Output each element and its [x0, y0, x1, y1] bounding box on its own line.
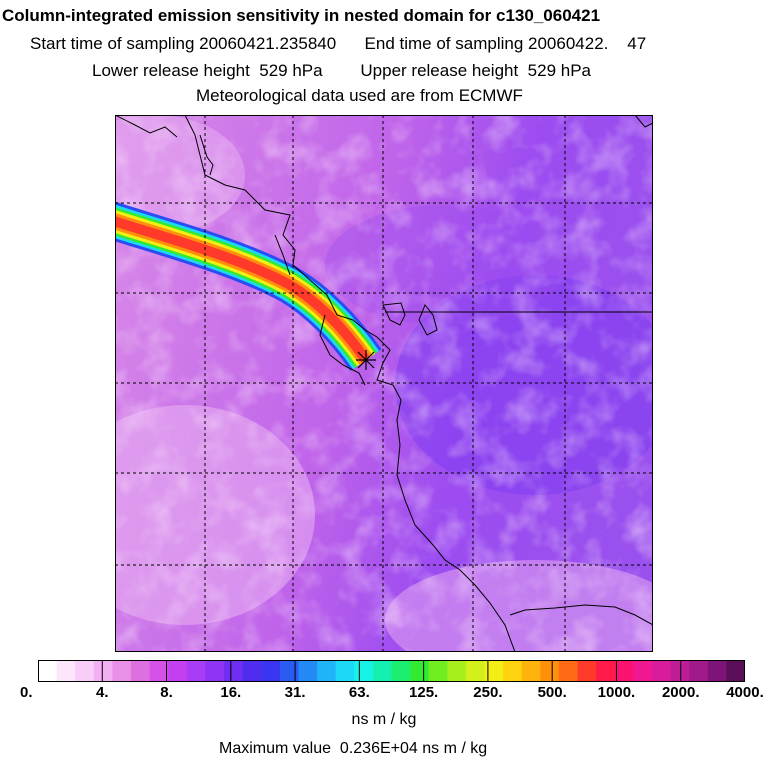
plot-title: Column-integrated emission sensitivity i… — [2, 6, 601, 25]
map-frame — [115, 115, 653, 652]
coastline — [115, 115, 178, 138]
colorbar-cell — [521, 660, 541, 682]
meteorological-data-line: Meteorological data used are from ECMWF — [196, 86, 523, 105]
colorbar-cell — [261, 660, 281, 682]
colorbar-units: ns m / kg — [351, 711, 417, 728]
colorbar-cell — [75, 660, 95, 682]
coastline — [418, 304, 438, 336]
colorbar-cell — [186, 660, 207, 682]
maximum-value-label: Maximum value 0.236E+04 ns m / kg — [219, 740, 488, 757]
colorbar-tick-label: 250. — [473, 684, 503, 701]
state-border — [509, 604, 653, 626]
colorbar-cell — [651, 660, 672, 682]
colorbar-cell — [354, 660, 374, 682]
colorbar-cell — [56, 660, 76, 682]
colorbar-cell — [633, 660, 653, 682]
colorbar-cell — [279, 660, 300, 682]
receptor-marker — [356, 350, 376, 370]
colorbar-cell — [38, 660, 58, 682]
colorbar-cell — [540, 660, 560, 682]
colorbar-tick-label: 1000. — [597, 684, 636, 701]
colorbar-tick-label: 500. — [537, 684, 567, 701]
colorbar-cell — [372, 660, 393, 682]
colorbar-cell — [131, 660, 151, 682]
colorbar-cell — [205, 660, 225, 682]
emission-plume — [115, 201, 382, 372]
colorbar-cell — [614, 660, 634, 682]
colorbar-tick-label: 16. — [220, 684, 242, 701]
colorbar-cell — [503, 660, 523, 682]
colorbar-cell — [726, 660, 745, 682]
colorbar-cell — [93, 660, 114, 682]
colorbar-cell — [410, 660, 430, 682]
colorbar-tick-label: 4. — [96, 684, 109, 701]
colorbar-cell — [391, 660, 411, 682]
colorbar-tick-label: 2000. — [661, 684, 700, 701]
coastline — [382, 302, 406, 326]
colorbar-cell — [428, 660, 448, 682]
colorbar-tick-label: 4000. — [726, 684, 764, 701]
colorbar — [38, 660, 745, 682]
colorbar-cell — [689, 660, 709, 682]
colorbar-tick-label: 8. — [160, 684, 173, 701]
colorbar-cell — [149, 660, 169, 682]
colorbar-cell — [577, 660, 597, 682]
colorbar-cell — [558, 660, 579, 682]
colorbar-cell — [242, 660, 262, 682]
colorbar-cell — [317, 660, 337, 682]
sampling-time-line: Start time of sampling 20060421.235840 E… — [30, 34, 647, 53]
colorbar-cell — [707, 660, 727, 682]
colorbar-cell — [465, 660, 486, 682]
colorbar-cell — [168, 660, 188, 682]
colorbar-tick-label: 0. — [20, 684, 33, 701]
plume-contour-band — [115, 216, 371, 363]
sensitivity-map — [115, 115, 653, 652]
colorbar-cell — [484, 660, 504, 682]
colorbar-cell — [335, 660, 355, 682]
colorbar-cell — [112, 660, 132, 682]
colorbar-cell — [447, 660, 467, 682]
colorbar-cell — [224, 660, 244, 682]
coastline — [199, 134, 366, 386]
colorbar-tick-label: 31. — [284, 684, 306, 701]
colorbar-cell — [596, 660, 616, 682]
colorbar-cell — [670, 660, 690, 682]
colorbar-tick-label: 125. — [409, 684, 439, 701]
colorbar-tick-label: 63. — [348, 684, 370, 701]
coastline — [634, 115, 653, 128]
coastline — [184, 115, 516, 652]
colorbar-cell — [298, 660, 318, 682]
release-height-line: Lower release height 529 hPa Upper relea… — [92, 61, 591, 80]
